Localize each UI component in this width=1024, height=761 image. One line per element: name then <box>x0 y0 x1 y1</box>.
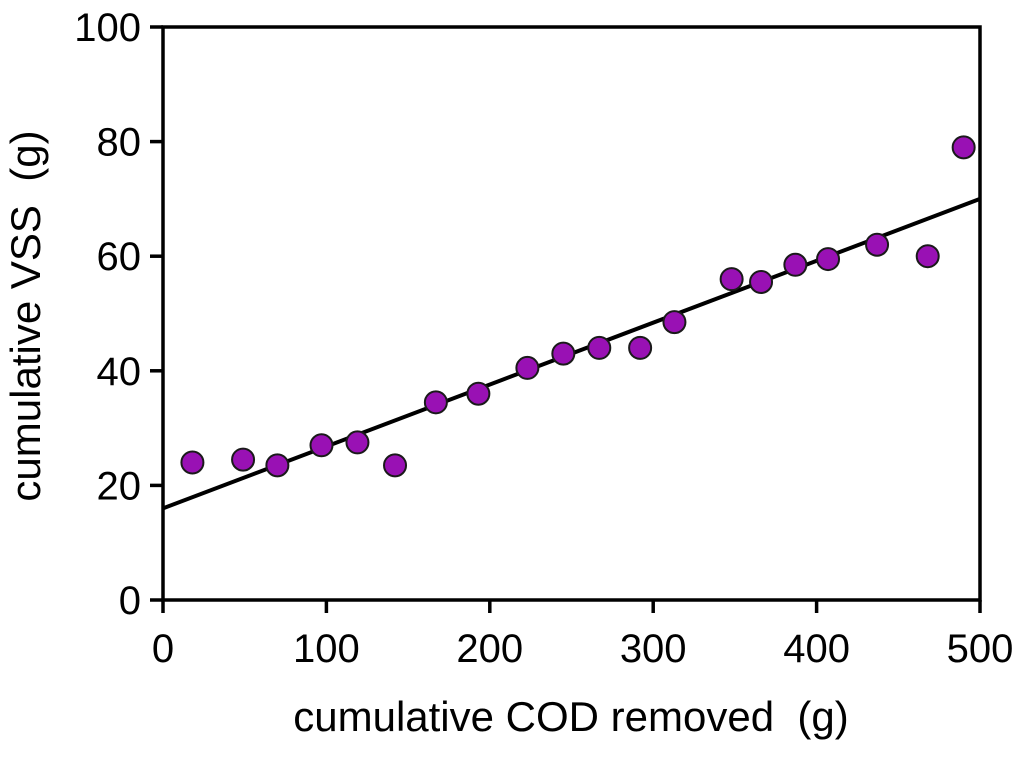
data-point <box>719 267 744 292</box>
axis-ticks <box>150 25 982 613</box>
x-tick-label: 300 <box>620 627 687 671</box>
data-point <box>551 341 576 366</box>
x-tick-label: 0 <box>152 627 174 671</box>
data-points-layer <box>180 135 976 478</box>
data-point <box>309 433 334 458</box>
data-point <box>383 453 408 478</box>
y-tick-label: 100 <box>74 6 141 50</box>
y-axis-title: cumulative VSS (g) <box>2 130 49 501</box>
data-point <box>515 355 540 380</box>
x-tick-label: 100 <box>293 627 360 671</box>
data-point <box>628 335 653 360</box>
data-point <box>865 232 890 257</box>
data-point <box>587 335 612 360</box>
data-point <box>783 252 808 277</box>
x-tick-label: 500 <box>947 627 1014 671</box>
y-tick-label: 80 <box>97 121 142 165</box>
data-point <box>816 247 841 272</box>
x-tick-label: 200 <box>456 627 523 671</box>
data-point <box>231 447 256 472</box>
data-point <box>951 135 976 160</box>
x-tick-label: 400 <box>783 627 850 671</box>
data-point <box>466 381 491 406</box>
tick-labels: 0 100 200 300 400 500 0 20 40 60 80 100 <box>74 6 1013 671</box>
plot-frame <box>161 25 982 602</box>
data-point <box>749 269 774 294</box>
y-tick-label: 60 <box>97 235 142 279</box>
x-axis-title: cumulative COD removed (g) <box>293 693 849 740</box>
data-point <box>180 450 205 475</box>
data-point <box>423 390 448 415</box>
plot-border <box>161 25 982 602</box>
data-point <box>662 310 687 335</box>
data-point <box>265 453 290 478</box>
y-tick-label: 40 <box>97 350 142 394</box>
y-tick-label: 0 <box>119 579 141 623</box>
data-point <box>915 244 940 269</box>
data-point <box>345 430 370 455</box>
y-tick-label: 20 <box>97 464 142 508</box>
